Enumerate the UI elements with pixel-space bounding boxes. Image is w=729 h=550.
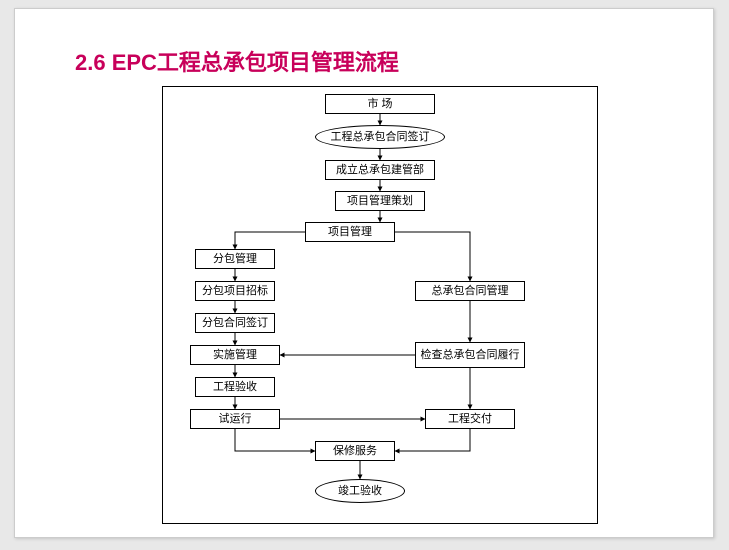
node-warranty: 保修服务: [315, 441, 395, 461]
node-plan: 项目管理策划: [335, 191, 425, 211]
node-deliver: 工程交付: [425, 409, 515, 429]
node-setup: 成立总承包建管部: [325, 160, 435, 180]
slide-container: 2.6 EPC工程总承包项目管理流程 市 场工程总承包合同签订成立总承包建管部项…: [14, 8, 714, 538]
node-impl: 实施管理: [190, 345, 280, 365]
node-final: 竣工验收: [315, 479, 405, 503]
node-bid: 分包项目招标: [195, 281, 275, 301]
node-maincontract: 总承包合同管理: [415, 281, 525, 301]
node-submgmt: 分包管理: [195, 249, 275, 269]
node-mgmt: 项目管理: [305, 222, 395, 242]
node-market: 市 场: [325, 94, 435, 114]
node-subcontract: 分包合同签订: [195, 313, 275, 333]
node-contract: 工程总承包合同签订: [315, 125, 445, 149]
slide-title: 2.6 EPC工程总承包项目管理流程: [75, 45, 399, 77]
node-check: 检查总承包合同履行: [415, 342, 525, 368]
node-trial: 试运行: [190, 409, 280, 429]
node-accept: 工程验收: [195, 377, 275, 397]
